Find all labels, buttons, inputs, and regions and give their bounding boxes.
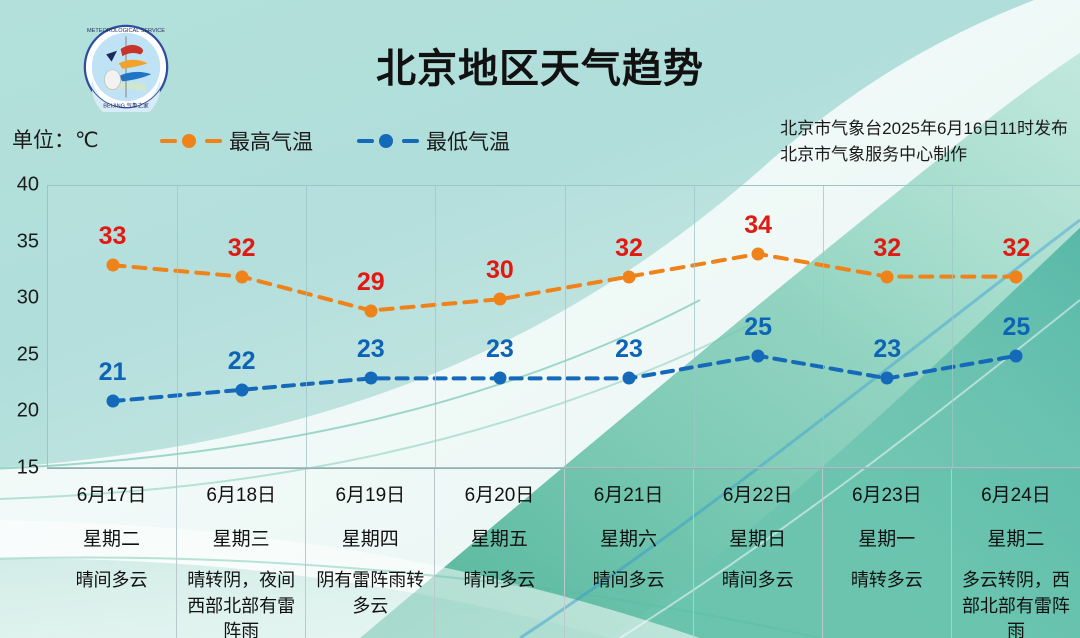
data-point-label: 21 [98,358,127,387]
legend-item-high: 最高气温 [160,126,313,156]
forecast-date: 6月22日 [722,485,793,506]
plot-area: 33 32 29 30 32 34 32 32 21 22 23 23 23 25 23 25 [47,185,1080,468]
forecast-date: 6月18日 [206,485,277,506]
forecast-description: 晴间多云 [463,570,536,590]
data-point-label: 22 [227,346,256,375]
data-point-label: 30 [486,256,514,285]
data-point-label: 25 [1002,312,1031,341]
grid-line-vertical [177,186,179,467]
forecast-table: 6月17日 星期二 晴间多云 6月18日 星期三 晴转阴，夜间西部北部有雷阵雨 6月19日星… [47,468,1080,638]
y-axis: 40 35 30 25 20 15 [0,0,47,638]
data-point [106,258,120,272]
forecast-weekday: 星期四 [341,529,399,550]
forecast-weekday: 星期日 [729,529,787,550]
svg-text:METEOROLOGICAL SERVICE: METEOROLOGICAL SERVICE [87,28,165,34]
forecast-column: 6月20日星期五晴间多云 [434,468,563,638]
data-point [1009,349,1023,363]
legend-marker-high-icon [160,134,222,148]
data-point [1009,270,1023,284]
data-point-label: 23 [615,335,643,364]
forecast-weekday: 星期一 [858,529,916,550]
data-point-label: 32 [1002,233,1031,262]
data-point-label: 25 [744,312,773,341]
data-point [106,394,120,408]
page-title: 北京地区天气趋势 [376,47,704,91]
data-point [235,383,249,397]
data-point-label: 23 [356,335,385,364]
forecast-date: 6月24日 [981,485,1051,506]
chart-legend: 最高气温 最低气温 [160,126,510,156]
data-point-label: 33 [98,222,127,251]
y-axis-tick: 25 [16,343,39,366]
forecast-column: 6月22日星期日晴间多云 [692,468,822,638]
forecast-date: 6月21日 [593,485,664,506]
data-point [622,371,636,385]
publisher-line-1: 北京市气象台2025年6月16日11时发布 [780,119,1068,138]
forecast-date: 6月23日 [851,485,922,506]
grid-line-vertical [306,186,308,467]
forecast-column: 6月24日星期二多云转阴，西部北部有雷阵雨 [950,468,1080,638]
grid-line-vertical [951,186,953,467]
data-point-label: 23 [873,335,902,364]
forecast-weekday: 星期二 [83,529,141,550]
data-point-label: 32 [873,233,902,262]
legend-item-low: 最低气温 [357,126,510,156]
forecast-description: 阴有雷阵雨转多云 [316,570,425,616]
grid-line-vertical [435,186,437,467]
data-point [493,292,507,306]
data-point-label: 23 [486,335,514,364]
forecast-description: 晴间多云 [721,570,794,590]
data-point-label: 29 [356,267,385,296]
forecast-weekday: 星期六 [600,529,658,550]
data-point [364,304,378,318]
publisher-info: 北京市气象台2025年6月16日11时发布 北京市气象服务中心制作 [780,116,1068,169]
svg-text:BEIJING 气象之家: BEIJING 气象之家 [103,102,149,110]
y-axis-tick: 20 [16,399,39,422]
forecast-description: 晴转阴，夜间西部北部有雷阵雨 [187,570,296,638]
data-point-label: 32 [615,233,643,262]
forecast-date: 6月20日 [464,485,535,506]
grid-line-vertical [822,186,824,467]
forecast-weekday: 星期三 [212,529,270,550]
forecast-description: 晴间多云 [592,570,665,590]
data-point [364,371,378,385]
forecast-weekday: 星期二 [987,529,1045,550]
data-point [751,247,765,261]
publisher-line-2: 北京市气象服务中心制作 [780,145,968,165]
y-axis-tick: 35 [16,230,39,253]
table-top-divider [47,468,1080,469]
forecast-column: 6月18日星期三晴转阴，夜间西部北部有雷阵雨 [176,468,305,638]
data-point-label: 32 [227,233,256,262]
data-point [235,270,249,284]
legend-label-low: 最低气温 [426,131,510,154]
forecast-description: 多云转阴，西部北部有雷阵雨 [961,570,1070,638]
forecast-column: 6月21日星期六晴间多云 [563,468,693,638]
y-axis-tick: 40 [16,173,39,196]
forecast-date: 6月17日 [76,485,147,506]
unit-label: 单位：℃ [12,129,99,152]
legend-label-high: 最高气温 [229,131,313,154]
forecast-date: 6月19日 [335,485,406,506]
data-point [751,349,765,363]
grid-line-vertical [693,186,695,467]
data-point [880,371,894,385]
grid-line-vertical [564,186,566,467]
forecast-column: 6月17日星期二晴间多云 [47,468,176,638]
forecast-description: 晴转多云 [850,570,923,590]
data-point [880,270,894,284]
forecast-weekday: 星期五 [470,529,528,550]
forecast-column: 6月23日星期一晴转多云 [821,468,951,638]
data-point [622,270,636,284]
forecast-column: 6月19日星期四阴有雷阵雨转多云 [305,468,434,638]
y-axis-tick: 30 [16,286,39,309]
data-point [493,371,507,385]
data-point-label: 34 [744,210,773,239]
y-axis-tick: 15 [16,456,39,479]
legend-marker-low-icon [357,134,419,148]
forecast-description: 晴间多云 [75,570,148,590]
